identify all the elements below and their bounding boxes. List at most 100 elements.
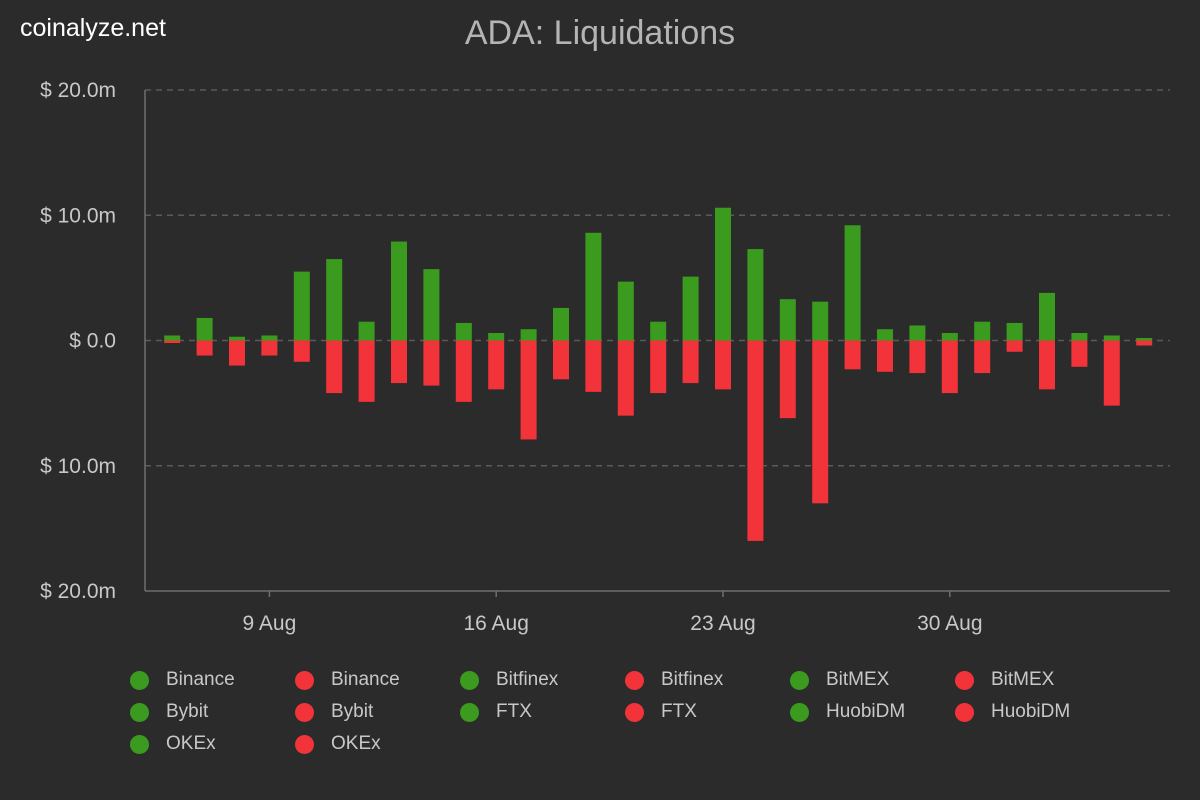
- short-liquidation-bar: [974, 340, 991, 374]
- short-liquidation-bar: [1136, 340, 1153, 346]
- legend-label: Bybit: [166, 701, 209, 722]
- chart-title: ADA: Liquidations: [464, 14, 736, 52]
- short-liquidation-bar: [1071, 340, 1088, 367]
- legend-dot-icon: [625, 702, 644, 722]
- short-liquidation-bar: [196, 340, 213, 356]
- long-liquidation-bar: [455, 322, 472, 341]
- long-liquidation-bar: [164, 335, 181, 341]
- short-liquidation-bar: [553, 340, 569, 380]
- legend-item[interactable]: Bybit: [295, 701, 460, 722]
- legend-dot-icon: [460, 670, 479, 690]
- legend-dot-icon: [130, 702, 149, 722]
- legend-label: HuobiDM: [991, 701, 1071, 722]
- legend-label: Bybit: [331, 701, 374, 722]
- long-liquidation-bar: [520, 329, 537, 341]
- short-liquidation-bar: [812, 340, 829, 504]
- legend-dot-icon: [790, 702, 809, 722]
- legend-dot-icon: [460, 702, 479, 722]
- long-liquidation-bar: [909, 325, 926, 341]
- legend-dot-icon: [295, 670, 314, 690]
- legend-label: HuobiDM: [826, 701, 906, 722]
- legend-item[interactable]: BitMEX: [790, 669, 955, 690]
- legend-item[interactable]: OKEx: [130, 733, 295, 754]
- short-liquidation-bar: [1103, 340, 1120, 406]
- short-liquidation-bar: [877, 340, 893, 372]
- legend-item[interactable]: FTX: [625, 701, 790, 722]
- long-liquidation-bar: [293, 271, 310, 341]
- long-liquidation-bar: [196, 317, 213, 341]
- short-liquidation-bar: [779, 340, 796, 419]
- long-liquidation-bar: [779, 299, 796, 341]
- long-liquidation-bar: [941, 332, 958, 341]
- long-liquidation-bar: [1103, 335, 1120, 341]
- long-liquidation-bar: [326, 259, 343, 341]
- y-tick-label: $ 20.0m: [40, 79, 116, 102]
- liquidations-chart: $ 20.0m $ 10.0m $ 0.0 $ 10.0m $ 20.0m 9 Aug 16…: [40, 79, 1170, 635]
- short-liquidation-bar: [520, 340, 537, 440]
- short-liquidation-bar: [293, 340, 310, 362]
- long-liquidation-bar: [1071, 332, 1088, 341]
- short-liquidation-bar: [391, 340, 407, 384]
- long-liquidation-bar: [974, 321, 991, 341]
- long-liquidation-bar: [650, 321, 667, 341]
- chart-legend: Binance Binance Bitfinex Bitfinex BitMEX BitM…: [130, 669, 1120, 754]
- short-liquidation-bar: [326, 340, 343, 394]
- legend-dot-icon: [955, 702, 974, 722]
- legend-dot-icon: [955, 670, 974, 690]
- long-liquidation-bar: [682, 276, 699, 341]
- legend-item[interactable]: Bitfinex: [625, 669, 790, 690]
- legend-label: Binance: [331, 669, 400, 690]
- long-liquidation-bar: [261, 335, 278, 341]
- x-tick-label: 30 Aug: [917, 612, 982, 635]
- legend-label: BitMEX: [991, 669, 1055, 690]
- short-liquidation-bar: [617, 340, 634, 416]
- legend-dot-icon: [790, 670, 809, 690]
- long-liquidation-bar: [715, 207, 731, 341]
- y-tick-label: $ 20.0m: [40, 580, 116, 603]
- legend-label: FTX: [496, 701, 532, 722]
- long-liquidation-bar: [585, 232, 602, 341]
- x-tick-label: 16 Aug: [463, 612, 528, 635]
- y-tick-label: $ 0.0: [69, 330, 116, 353]
- legend-dot-icon: [295, 734, 314, 754]
- long-liquidation-bar: [391, 241, 407, 341]
- legend-item[interactable]: BitMEX: [955, 669, 1120, 690]
- long-liquidation-bar: [812, 301, 829, 341]
- legend-label: Bitfinex: [661, 669, 724, 690]
- legend-item[interactable]: Bybit: [130, 701, 295, 722]
- long-liquidation-bar: [229, 336, 245, 341]
- short-liquidation-bar: [1006, 340, 1023, 352]
- short-liquidation-bar: [747, 340, 764, 541]
- x-tick-label: 23 Aug: [690, 612, 755, 635]
- legend-item[interactable]: Binance: [130, 669, 295, 690]
- legend-dot-icon: [130, 670, 149, 690]
- legend-label: Binance: [166, 669, 235, 690]
- long-liquidation-bar: [1006, 322, 1023, 341]
- legend-item[interactable]: Bitfinex: [460, 669, 625, 690]
- long-liquidation-bar: [747, 249, 764, 341]
- legend-label: Bitfinex: [496, 669, 559, 690]
- long-liquidation-bar: [358, 321, 375, 341]
- y-tick-label: $ 10.0m: [40, 455, 116, 478]
- legend-label: OKEx: [331, 733, 381, 754]
- legend-item[interactable]: OKEx: [295, 733, 460, 754]
- short-liquidation-bar: [650, 340, 667, 394]
- long-liquidation-bar: [553, 307, 569, 341]
- y-tick-label: $ 10.0m: [40, 204, 116, 227]
- long-liquidation-bar: [423, 269, 440, 341]
- legend-label: OKEx: [166, 733, 216, 754]
- short-liquidation-bar: [358, 340, 375, 402]
- short-liquidation-bar: [423, 340, 440, 386]
- legend-item[interactable]: Binance: [295, 669, 460, 690]
- long-liquidation-bar: [1136, 337, 1153, 341]
- legend-dot-icon: [625, 670, 644, 690]
- long-liquidation-bar: [844, 225, 861, 341]
- legend-item[interactable]: HuobiDM: [790, 701, 955, 722]
- short-liquidation-bar: [164, 340, 181, 344]
- short-liquidation-bar: [682, 340, 699, 384]
- brand-logo-text[interactable]: coinalyze.net: [20, 14, 166, 42]
- short-liquidation-bar: [585, 340, 602, 392]
- long-liquidation-bar: [877, 329, 893, 341]
- legend-item[interactable]: HuobiDM: [955, 701, 1120, 722]
- legend-item[interactable]: FTX: [460, 701, 625, 722]
